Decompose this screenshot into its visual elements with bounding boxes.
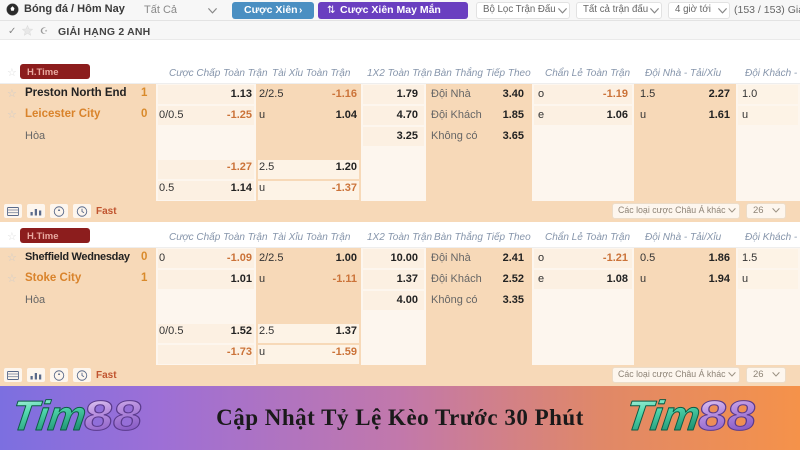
svg-text:88: 88 (695, 392, 760, 439)
svg-text:Tim: Tim (14, 392, 89, 439)
svg-text:88: 88 (81, 392, 146, 439)
svg-text:Tim: Tim (628, 392, 703, 439)
